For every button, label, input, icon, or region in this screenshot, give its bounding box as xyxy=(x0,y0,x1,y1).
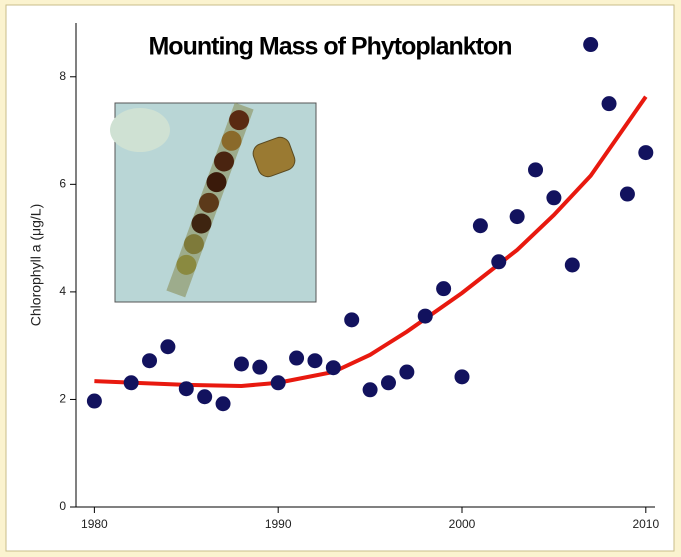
data-point xyxy=(436,281,452,297)
y-tick-label: 0 xyxy=(59,499,66,513)
data-point xyxy=(399,364,415,380)
data-point xyxy=(491,254,507,270)
y-tick-label: 2 xyxy=(59,392,66,406)
data-point xyxy=(233,356,249,372)
inset-photo xyxy=(110,102,317,303)
chart-frame xyxy=(5,4,675,552)
y-tick-label: 6 xyxy=(59,177,66,191)
data-point xyxy=(454,369,470,385)
data-point xyxy=(252,359,268,375)
data-point xyxy=(289,350,305,366)
x-tick-label: 2000 xyxy=(449,517,476,531)
data-point xyxy=(362,382,378,398)
data-point xyxy=(215,396,231,412)
data-point xyxy=(270,375,286,391)
y-tick-label: 8 xyxy=(59,69,66,83)
data-point xyxy=(344,312,360,328)
data-point xyxy=(619,186,635,202)
data-point xyxy=(142,353,158,369)
data-point xyxy=(583,37,599,53)
x-tick-label: 2010 xyxy=(632,517,659,531)
data-point xyxy=(123,375,139,391)
data-point xyxy=(380,375,396,391)
data-point xyxy=(307,353,323,369)
data-point xyxy=(325,360,341,376)
data-point xyxy=(160,339,176,355)
data-point xyxy=(509,209,525,225)
y-tick-label: 4 xyxy=(59,284,66,298)
x-tick-label: 1990 xyxy=(265,517,292,531)
x-tick-label: 1980 xyxy=(81,517,108,531)
data-point xyxy=(178,381,194,397)
data-point xyxy=(86,393,102,409)
data-point xyxy=(546,190,562,206)
chart-title: Mounting Mass of Phytoplankton xyxy=(148,33,511,61)
data-point xyxy=(564,257,580,273)
data-point xyxy=(601,96,617,112)
data-point xyxy=(197,389,213,405)
data-point xyxy=(417,308,433,324)
data-point xyxy=(472,218,488,234)
fit-line xyxy=(94,95,648,389)
y-axis-label: Chlorophyll a (μg/L) xyxy=(28,204,44,326)
data-point xyxy=(528,162,544,178)
data-point xyxy=(638,145,654,161)
